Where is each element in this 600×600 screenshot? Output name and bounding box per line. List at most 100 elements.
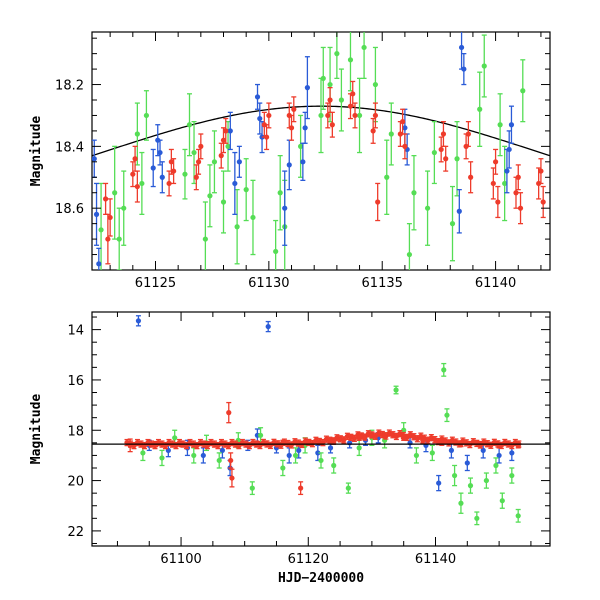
top-green-point [520, 59, 526, 123]
top-red-point [266, 102, 272, 129]
top-green-point [449, 185, 456, 262]
bottom-blue-point [200, 447, 206, 464]
bottom-green-point [509, 467, 515, 484]
top-red-point [171, 158, 177, 185]
bottom-green-point [159, 449, 165, 467]
bottom-blue-point [436, 474, 442, 492]
top-green-point [477, 71, 483, 148]
top-red-point [440, 120, 447, 148]
top-blue-point [282, 170, 288, 246]
bottom-x-tick-label: 61120 [288, 552, 329, 567]
top-panel-frame [91, 31, 551, 271]
bottom-x-tick-label: 61100 [160, 552, 201, 567]
top-red-point [350, 80, 356, 107]
top-blue-point [456, 188, 462, 234]
bottom-green-point [280, 459, 286, 477]
top-blue-point [304, 56, 310, 120]
top-red-point [166, 170, 172, 197]
bottom-green-point [493, 457, 499, 474]
bottom-series-blue [135, 315, 515, 492]
top-blue-point [257, 102, 263, 135]
top-red-point [195, 148, 202, 175]
top-x-tick-label: 61140 [475, 276, 516, 291]
top-blue-point [150, 148, 156, 188]
top-green-point [347, 32, 354, 92]
top-green-point [139, 151, 145, 216]
top-red-point [288, 114, 295, 141]
bottom-red-point [420, 437, 426, 444]
top-green-point [481, 34, 487, 98]
top-green-point [424, 170, 431, 246]
bottom-x-tick-label: 61140 [415, 552, 456, 567]
bottom-blue-point [135, 315, 142, 327]
bottom-green-point [458, 492, 464, 514]
top-green-point [207, 164, 213, 228]
bottom-blue-point [265, 320, 271, 333]
top-series-red [103, 80, 546, 265]
top-red-point [352, 102, 358, 129]
top-y-tick-label: 18.6 [55, 202, 84, 217]
top-red-point [218, 142, 224, 169]
top-red-point [134, 170, 140, 203]
top-green-point [98, 182, 104, 270]
bottom-green-point [393, 385, 399, 395]
bottom-green-point [345, 482, 351, 494]
bottom-y-axis-label: Magnitude [29, 394, 44, 465]
top-green-point [112, 145, 118, 240]
top-red-point [465, 120, 471, 148]
top-red-point [329, 111, 335, 138]
bottom-y-tick-label: 16 [67, 374, 84, 389]
top-blue-point [461, 52, 467, 86]
top-green-point [454, 120, 460, 197]
top-blue-point [236, 145, 242, 178]
top-data-layer [92, 32, 550, 270]
bottom-red-point [228, 452, 234, 469]
bottom-y-tick-label: 20 [67, 475, 84, 490]
bottom-green-point [216, 452, 222, 469]
bottom-green-point [191, 447, 197, 464]
bottom-red-point [356, 434, 362, 441]
top-green-point [384, 139, 390, 216]
top-red-point [540, 185, 546, 219]
bottom-green-point [257, 427, 264, 444]
top-green-point [388, 102, 394, 166]
bottom-panel-frame [91, 311, 551, 547]
top-red-point [223, 117, 229, 144]
top-green-point [186, 93, 193, 157]
top-green-point [411, 154, 417, 231]
top-green-point [273, 219, 279, 270]
top-red-point [468, 161, 474, 194]
top-blue-point [227, 111, 233, 151]
bottom-ticks: 61100 61120 61140 14 16 18 20 22 [67, 312, 550, 567]
bottom-y-tick-label: 22 [67, 525, 84, 540]
top-green-point [143, 90, 150, 141]
top-green-point [116, 207, 122, 270]
top-red-point [517, 192, 524, 225]
top-y-axis-label: Magnitude [29, 116, 44, 187]
top-series-green [98, 32, 526, 270]
top-panel: 61125 61130 61135 61140 18.2 18.4 18.6 Magnitu… [29, 31, 551, 291]
top-blue-point [504, 148, 510, 194]
top-green-point [502, 145, 508, 222]
top-blue-point [506, 130, 512, 169]
top-red-point [492, 148, 499, 175]
bottom-red-point [226, 401, 232, 424]
top-red-point [402, 133, 408, 160]
bottom-green-point [499, 492, 505, 509]
top-red-point [490, 167, 496, 200]
top-blue-point [232, 151, 238, 216]
bottom-red-point [401, 434, 407, 441]
top-red-point [443, 145, 449, 172]
bottom-blue-point [286, 447, 292, 464]
top-green-point [243, 158, 249, 222]
top-y-tick-label: 18.2 [55, 79, 84, 94]
bottom-red-point [331, 437, 337, 444]
top-x-tick-label: 61135 [362, 276, 403, 291]
top-red-point [103, 182, 109, 216]
bottom-green-point [249, 481, 255, 496]
bottom-red-point [382, 432, 388, 439]
bottom-green-point [483, 472, 489, 489]
top-green-point [338, 68, 345, 132]
top-green-point [356, 77, 363, 154]
